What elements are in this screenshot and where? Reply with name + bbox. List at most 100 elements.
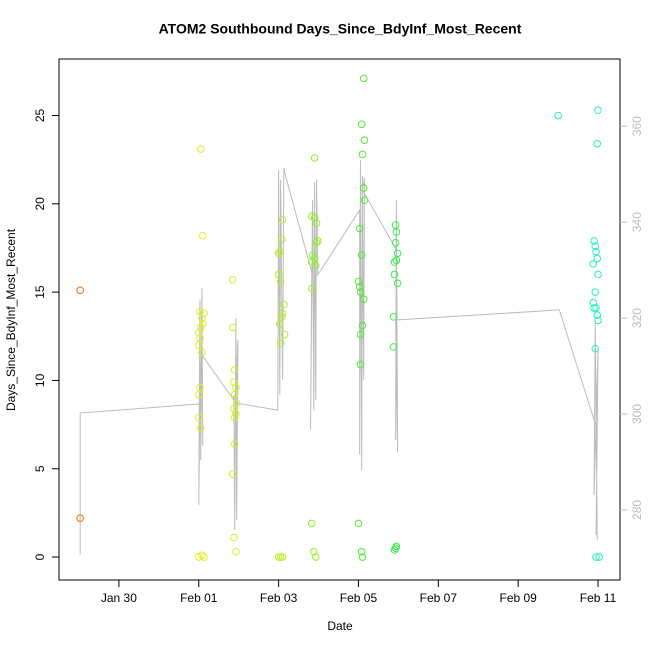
x-axis-label: Date	[327, 619, 353, 633]
point	[278, 313, 286, 321]
point	[357, 120, 366, 129]
point	[196, 145, 205, 153]
point	[592, 304, 600, 312]
y-tick-label: 20	[33, 197, 47, 211]
point	[198, 314, 206, 323]
y-tick-label: 15	[33, 285, 47, 299]
point	[230, 413, 239, 422]
point	[390, 270, 399, 279]
y-axis-label: Days_Since_BdyInf_Most_Recent	[4, 228, 18, 411]
point	[228, 470, 237, 478]
point	[200, 553, 208, 561]
point	[312, 238, 321, 247]
point	[393, 279, 402, 288]
point	[357, 547, 366, 556]
point	[232, 410, 240, 418]
y2-tick-label: 340	[630, 212, 644, 232]
point	[196, 334, 204, 342]
point	[194, 413, 203, 422]
point	[274, 249, 283, 258]
y2-tick-label: 280	[630, 500, 644, 520]
y2-tick-label: 320	[630, 308, 644, 328]
point	[194, 390, 203, 399]
point	[355, 283, 364, 291]
point	[196, 424, 205, 432]
point	[356, 360, 365, 369]
point	[196, 307, 204, 316]
point	[358, 150, 367, 159]
point	[230, 366, 239, 374]
point	[276, 339, 285, 348]
point	[390, 258, 399, 266]
point	[389, 343, 398, 351]
point	[360, 136, 369, 145]
point	[232, 547, 240, 556]
point	[591, 242, 600, 251]
y-tick-label: 25	[33, 109, 47, 123]
point	[312, 219, 321, 228]
point	[196, 323, 205, 332]
point	[591, 288, 600, 296]
point	[198, 231, 207, 240]
y-tick-label: 10	[33, 373, 47, 387]
point	[594, 106, 602, 115]
point	[356, 330, 365, 339]
point	[591, 344, 600, 353]
point	[311, 261, 320, 270]
point	[592, 553, 600, 561]
point	[360, 196, 369, 205]
point	[276, 553, 285, 561]
point	[196, 383, 204, 392]
point	[278, 215, 287, 224]
point	[278, 235, 286, 243]
point	[194, 341, 203, 349]
point	[589, 260, 598, 268]
point	[391, 238, 400, 247]
point	[228, 323, 237, 332]
point	[390, 546, 399, 554]
point	[76, 514, 84, 522]
point	[194, 328, 203, 337]
y2-tick-label: 300	[630, 404, 644, 424]
chart-title: ATOM2 Southbound Days_Since_BdyInf_Most_…	[159, 21, 522, 37]
point	[389, 313, 398, 321]
point	[311, 553, 320, 561]
point	[594, 316, 602, 325]
y2-tick-label: 360	[630, 116, 644, 136]
point	[228, 275, 237, 284]
point	[358, 553, 367, 561]
point	[76, 286, 84, 295]
point	[232, 383, 240, 392]
point	[194, 553, 203, 561]
x-tick-label: Feb 01	[180, 591, 218, 605]
point	[392, 256, 401, 265]
point	[391, 544, 400, 553]
point	[278, 309, 287, 318]
point	[595, 553, 604, 561]
point	[354, 277, 363, 286]
point	[307, 284, 316, 293]
point	[230, 440, 239, 448]
point	[355, 224, 364, 233]
point	[276, 277, 285, 286]
plot-frame	[58, 58, 621, 581]
point	[391, 221, 400, 229]
point	[230, 390, 239, 399]
x-tick-label: Feb 09	[500, 591, 538, 605]
x-tick-label: Jan 30	[101, 591, 137, 605]
point	[310, 154, 319, 162]
point	[592, 247, 600, 256]
point	[200, 309, 208, 318]
point	[593, 311, 602, 319]
point	[198, 348, 206, 356]
line-series	[79, 160, 599, 556]
point	[307, 519, 316, 528]
point	[278, 553, 287, 561]
point	[593, 139, 602, 148]
x-tick-label: Feb 05	[340, 591, 378, 605]
point	[392, 228, 401, 236]
point	[594, 270, 602, 279]
y-tick-label: 0	[33, 553, 47, 560]
